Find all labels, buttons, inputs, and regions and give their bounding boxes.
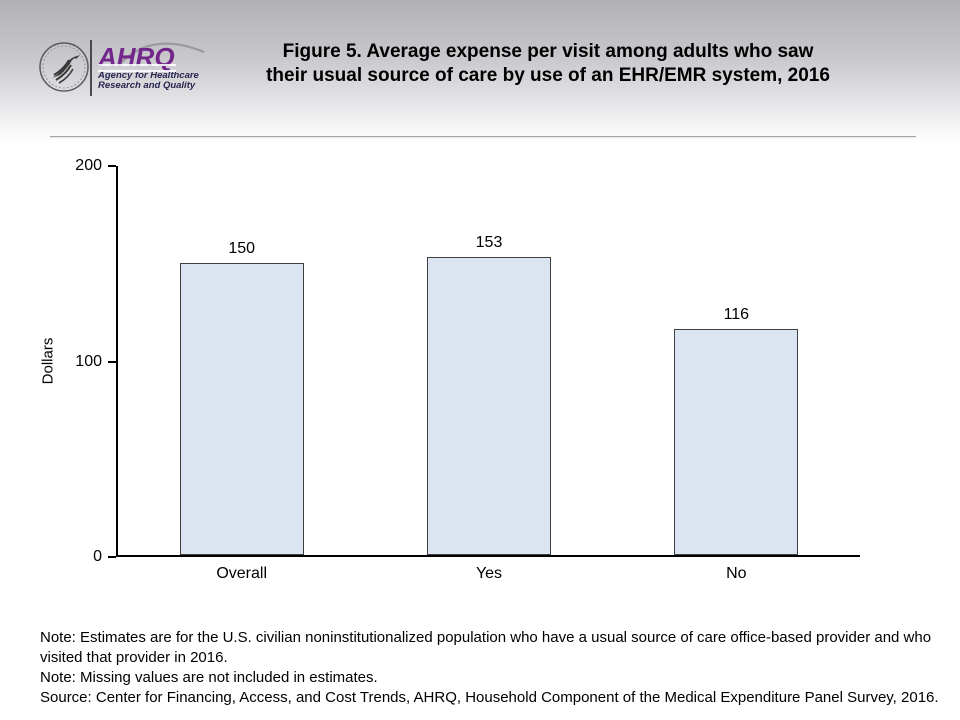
bar-slot-yes: 153 Yes <box>365 166 612 582</box>
value-label-overall: 150 <box>228 240 256 257</box>
bar-no <box>674 329 799 555</box>
x-axis-label-no: No <box>726 565 747 582</box>
value-label-no: 116 <box>723 306 750 323</box>
ahrq-logo: AHRQ Agency for Healthcare Research and … <box>36 34 206 100</box>
figure-title: Figure 5. Average expense per visit amon… <box>266 41 830 86</box>
bar-yes <box>426 257 551 555</box>
logo-divider <box>90 40 92 96</box>
x-axis-label-yes: Yes <box>475 565 503 582</box>
ahrq-logo-stripe <box>98 64 176 66</box>
ahrq-logo-text-block: AHRQ Agency for Healthcare Research and … <box>98 42 206 91</box>
ahrq-logo-stripe <box>98 70 176 72</box>
note-text-1: Note: Estimates are for the U.S. civilia… <box>40 629 932 666</box>
notes-block: Note: Estimates are for the U.S. civilia… <box>40 628 945 708</box>
note-text-2: Note: Missing values are not included in… <box>40 669 378 686</box>
header-divider-line <box>50 136 916 138</box>
ahrq-tagline-line1: Agency for Healthcare <box>98 70 199 81</box>
y-tick-mark-100 <box>108 361 116 363</box>
ahrq-tagline: Agency for Healthcare Research and Quali… <box>98 71 206 91</box>
y-tick-mark-0 <box>108 556 116 558</box>
bar-slot-no: 116 No <box>613 166 860 582</box>
y-tick-mark-200 <box>108 165 116 167</box>
bar-overall <box>179 263 304 555</box>
value-label-yes: 153 <box>475 234 503 251</box>
bar-slot-overall: 150 Overall <box>118 166 365 582</box>
hhs-seal-icon <box>39 42 89 92</box>
source-text: Source: Center for Financing, Access, an… <box>40 689 939 706</box>
y-tick-label-200: 200 <box>75 157 102 174</box>
plot-area: 150 Overall 153 Yes 116 No <box>116 166 860 582</box>
x-axis-label-overall: Overall <box>216 565 267 582</box>
y-tick-label-100: 100 <box>75 353 102 370</box>
y-tick-label-0: 0 <box>93 548 102 565</box>
ahrq-tagline-line2: Research and Quality <box>98 80 196 91</box>
